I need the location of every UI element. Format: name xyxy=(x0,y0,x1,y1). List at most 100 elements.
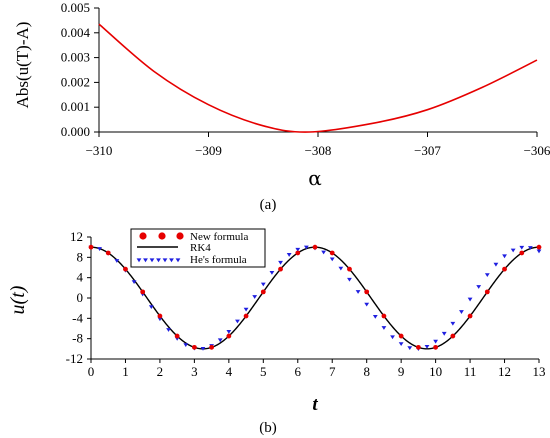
legend-label-rk4: RK4 xyxy=(190,242,211,254)
new-formula-point xyxy=(123,266,128,272)
y-tick-label: 0.002 xyxy=(61,74,90,89)
he-formula-point xyxy=(502,254,507,259)
new-formula-point xyxy=(88,244,94,250)
legend-label-he-formula: He's formula xyxy=(190,254,247,266)
new-formula-point xyxy=(536,244,542,250)
new-formula-point xyxy=(450,333,456,339)
x-tick-label: −309 xyxy=(195,143,222,158)
x-tick-label: 6 xyxy=(295,364,302,379)
new-formula-point xyxy=(295,250,301,256)
legend-triangle xyxy=(175,258,181,263)
new-formula-point xyxy=(157,313,163,319)
chart-a-caption: (a) xyxy=(260,197,277,213)
y-tick-label: 0.001 xyxy=(61,99,90,114)
chart-a-y-axis-label: Abs(u(T)-A) xyxy=(13,22,32,109)
x-tick-label: 2 xyxy=(157,364,164,379)
chart-a-x-tick-labels: −310 −309 −308 −307 −306 xyxy=(86,143,550,158)
he-formula-point xyxy=(510,248,516,253)
x-tick-label: 9 xyxy=(398,364,405,379)
he-formula-point xyxy=(493,262,499,267)
x-tick-label: 10 xyxy=(429,364,442,379)
new-formula-point xyxy=(433,344,439,350)
chart-a-ticks xyxy=(94,7,538,137)
new-formula-point xyxy=(243,313,249,319)
he-formula-point xyxy=(450,321,456,326)
new-formula-point xyxy=(364,289,370,295)
y-tick-label: 8 xyxy=(77,249,84,264)
new-formula-point xyxy=(191,344,197,350)
he-formula-point xyxy=(278,260,283,265)
x-tick-label: 1 xyxy=(122,364,129,379)
he-formula-point xyxy=(338,266,344,271)
y-tick-label: -12 xyxy=(66,351,83,366)
he-formula-point xyxy=(217,338,223,343)
x-tick-label: 0 xyxy=(88,364,95,379)
y-tick-label: -8 xyxy=(72,331,83,346)
new-formula-point xyxy=(105,250,111,256)
he-formula-point xyxy=(114,259,120,263)
he-formula-point xyxy=(243,307,249,312)
chart-a-frame xyxy=(98,8,537,133)
new-formula-point xyxy=(278,266,283,272)
new-formula-point xyxy=(415,344,421,350)
chart-b-legend: New formula RK4 He's formula xyxy=(130,228,266,268)
new-formula-point xyxy=(329,250,335,256)
chart-b-ticks xyxy=(87,236,540,363)
x-tick-label: −310 xyxy=(86,143,113,158)
legend-dot xyxy=(158,232,166,240)
y-tick-label: 4 xyxy=(77,270,84,285)
he-formula-point xyxy=(329,257,335,262)
new-formula-point xyxy=(519,250,525,256)
legend-triangle xyxy=(169,258,174,263)
y-tick-label: 0.000 xyxy=(61,124,90,139)
he-formula-point xyxy=(200,346,206,351)
x-tick-label: 7 xyxy=(329,364,336,379)
new-formula-point xyxy=(174,333,180,339)
y-tick-label: -4 xyxy=(72,310,83,325)
he-formula-point xyxy=(364,302,370,307)
new-formula-point xyxy=(347,266,352,272)
he-formula-point xyxy=(536,249,542,254)
new-formula-point xyxy=(209,344,215,350)
he-formula-point xyxy=(372,314,378,319)
he-formula-point xyxy=(459,310,464,314)
y-tick-label: 0.005 xyxy=(61,0,90,15)
he-formula-point xyxy=(226,330,232,334)
x-tick-label: 12 xyxy=(498,364,511,379)
y-tick-label: 0 xyxy=(77,290,84,305)
he-formula-point xyxy=(303,245,309,250)
he-formula-point xyxy=(148,305,154,310)
new-formula-point xyxy=(312,244,318,250)
legend-triangle xyxy=(149,258,155,263)
he-formula-point xyxy=(235,319,240,324)
he-formula-point xyxy=(347,277,352,282)
he-formula-point xyxy=(157,317,163,322)
chart-b-y-tick-labels: 12 8 4 0 -4 -8 -12 xyxy=(66,229,84,366)
he-formula-point xyxy=(441,331,447,336)
chart-a: −310 −309 −308 −307 −306 0.0000.0010.0020.00… xyxy=(13,0,550,213)
x-tick-label: −308 xyxy=(305,143,332,158)
chart-b-x-axis-label: t xyxy=(312,394,318,415)
chart-b-x-tick-labels: 0 1 2 3 4 5 6 7 8 9 10 11 12 13 xyxy=(88,364,546,379)
new-formula-point xyxy=(484,289,490,295)
he-formula-point xyxy=(476,285,482,289)
he-formula-point xyxy=(424,344,430,349)
legend-triangle xyxy=(162,258,168,263)
legend-label-new-formula: New formula xyxy=(190,231,248,243)
legend-symbol-new-formula xyxy=(139,232,184,240)
he-formula-point xyxy=(484,273,490,278)
he-formula-point xyxy=(183,343,189,348)
he-formula-point xyxy=(407,346,413,351)
he-formula-point xyxy=(252,295,258,299)
he-formula-point xyxy=(97,247,103,251)
he-formula-point xyxy=(390,335,395,340)
chart-a-series-line xyxy=(98,23,538,133)
new-formula-point xyxy=(260,289,266,295)
legend-symbol-he-formula xyxy=(136,258,181,263)
legend-dot xyxy=(176,232,184,240)
y-tick-label: 0.003 xyxy=(61,50,90,65)
he-formula-point xyxy=(381,326,387,330)
x-tick-label: 4 xyxy=(226,364,233,379)
